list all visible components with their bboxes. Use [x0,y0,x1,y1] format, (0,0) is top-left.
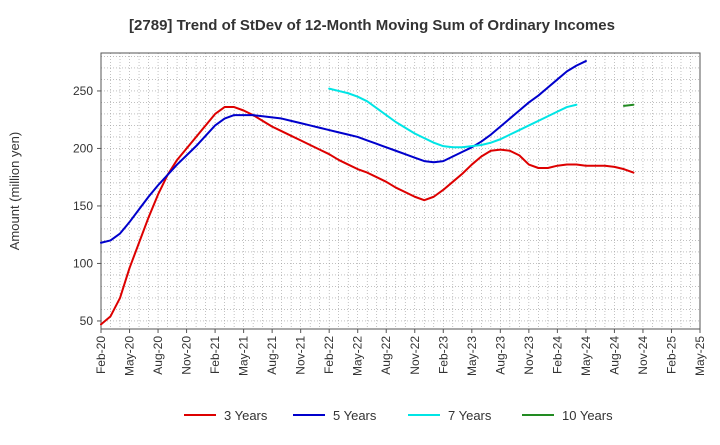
plot-frame [100,52,701,330]
x-tick-label: Aug-22 [379,336,393,375]
x-tick-label: Feb-25 [664,336,678,374]
series-line-10-years [622,103,635,107]
x-tick-label: May-24 [579,336,593,376]
x-tick-label: Nov-23 [522,336,536,375]
x-tick-label: Aug-20 [151,336,165,375]
x-tick-label: May-22 [351,336,365,376]
legend-label: 3 Years [224,408,268,423]
x-tick-label: Nov-22 [408,336,422,375]
x-tick-label: Feb-22 [322,336,336,374]
axes: 50 100 150 200 250 Feb-20 May-20 Aug-20 Nov-20 Fe… [73,52,707,376]
y-axis-label-group: Amount (million yen) [7,132,22,251]
legend-item: 5 Years [293,408,377,423]
x-tick-label: May-20 [123,336,137,376]
x-tick-label: May-23 [465,336,479,376]
legend-label: 7 Years [448,408,492,423]
legend-item: 10 Years [522,408,613,423]
grid [100,53,701,329]
y-tick-label: 150 [73,199,93,213]
x-tick-label: Nov-24 [636,336,650,375]
legend-label: 5 Years [333,408,377,423]
plot-area [101,53,700,329]
x-tick-label: Nov-21 [294,336,308,375]
legend-label: 10 Years [562,408,613,423]
x-tick-label: Feb-24 [550,336,564,374]
y-tick-label: 50 [80,314,94,328]
series-line-7-years [328,87,578,149]
x-tick-label: May-21 [237,336,251,376]
x-tick-label: Aug-24 [607,336,621,375]
x-tick-label: May-25 [693,336,707,376]
legend: 3 Years 5 Years 7 Years 10 Years [184,408,613,423]
series-line-5-years [100,60,587,244]
y-tick-label: 200 [73,141,93,155]
series-lines [100,60,635,326]
x-tick-label: Feb-20 [94,336,108,374]
x-tick-label: Feb-21 [208,336,222,374]
series-line-3-years [100,106,635,326]
x-tick-label: Nov-20 [180,336,194,375]
x-tick-label: Aug-21 [265,336,279,375]
y-tick-label: 100 [73,256,93,270]
legend-item: 7 Years [408,408,492,423]
legend-item: 3 Years [184,408,268,423]
y-axis-label: Amount (million yen) [7,132,22,251]
chart-title: [2789] Trend of StDev of 12-Month Moving… [129,17,615,34]
x-tick-label: Feb-23 [436,336,450,374]
y-tick-label: 250 [73,84,93,98]
x-tick-label: Aug-23 [493,336,507,375]
